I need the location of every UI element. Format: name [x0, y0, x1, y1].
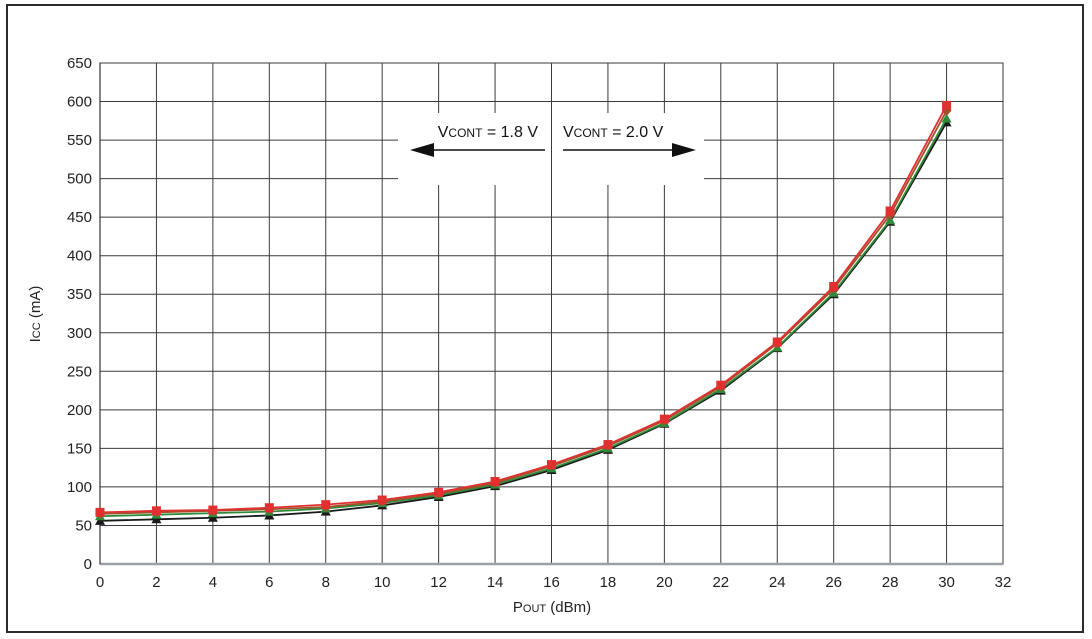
- x-tick-label: 22: [712, 574, 729, 591]
- data-point: [547, 460, 556, 470]
- y-tick-label: 600: [67, 94, 92, 111]
- series-line: [99, 110, 948, 515]
- x-tick-label: 14: [487, 574, 504, 591]
- data-point: [377, 495, 387, 505]
- series-group: [95, 100, 952, 525]
- y-tick-label: 300: [67, 325, 92, 342]
- data-point: [941, 113, 952, 123]
- data-point: [151, 514, 162, 524]
- y-tick-label: 550: [67, 132, 92, 149]
- y-tick-label: 100: [67, 479, 92, 496]
- y-axis-label: ICC (mA): [27, 286, 44, 343]
- axes: [99, 63, 1003, 566]
- x-tick-label: 18: [600, 574, 617, 591]
- x-tick-label: 20: [656, 574, 673, 591]
- x-tick-label: 26: [825, 574, 842, 591]
- data-point: [885, 206, 895, 216]
- x-tick-label: 12: [430, 574, 447, 591]
- x-tick-label: 30: [938, 574, 955, 591]
- right-arrow-icon: [672, 143, 696, 157]
- tick-labels: 0 2 4 6 8 10 12 14 16 18 20 22 24 26 28 30 3205010015020…: [67, 55, 1011, 591]
- series-line: [99, 118, 948, 518]
- data-point: [490, 477, 500, 487]
- data-point: [603, 440, 613, 450]
- data-point: [829, 282, 839, 292]
- data-point: [716, 380, 726, 390]
- x-tick-label: 0: [96, 574, 104, 591]
- data-point: [772, 337, 782, 347]
- data-point: [434, 487, 444, 497]
- data-point: [659, 414, 669, 424]
- data-point: [95, 507, 105, 517]
- x-tick-label: 28: [882, 574, 899, 591]
- x-axis-label: POUT (dBm): [513, 599, 591, 616]
- series-line: [99, 104, 948, 514]
- y-tick-label: 200: [67, 402, 92, 419]
- data-point: [95, 515, 105, 525]
- x-tick-label: 2: [152, 574, 160, 591]
- data-point: [208, 505, 218, 515]
- data-point: [207, 512, 218, 522]
- x-tick-label: 24: [769, 574, 786, 591]
- y-tick-label: 50: [75, 517, 92, 534]
- x-tick-label: 16: [543, 574, 560, 591]
- vcont-right-label: VCONT = 2.0 V: [563, 124, 664, 141]
- x-tick-label: 10: [374, 574, 391, 591]
- y-tick-label: 0: [84, 556, 92, 573]
- data-point: [942, 100, 952, 110]
- data-point: [264, 503, 274, 513]
- y-tick-label: 150: [67, 440, 92, 457]
- x-tick-label: 6: [265, 574, 273, 591]
- left-arrow-icon: [410, 143, 434, 157]
- y-tick-label: 450: [67, 209, 92, 226]
- x-tick-label: 8: [322, 574, 330, 591]
- axis-labels: POUT (dBm) ICC (mA): [27, 286, 591, 616]
- vcont-left-label: VCONT = 1.8 V: [438, 124, 539, 141]
- y-tick-label: 350: [67, 286, 92, 303]
- y-tick-label: 650: [67, 55, 92, 72]
- series: [95, 100, 952, 517]
- x-tick-label: 32: [995, 574, 1012, 591]
- vcont-annotation: VCONT = 1.8 V VCONT = 2.0 V: [398, 113, 704, 185]
- data-point: [321, 500, 331, 510]
- y-tick-label: 400: [67, 248, 92, 265]
- data-point: [151, 506, 161, 516]
- x-tick-label: 4: [209, 574, 217, 591]
- y-tick-label: 500: [67, 171, 92, 188]
- y-tick-label: 250: [67, 363, 92, 380]
